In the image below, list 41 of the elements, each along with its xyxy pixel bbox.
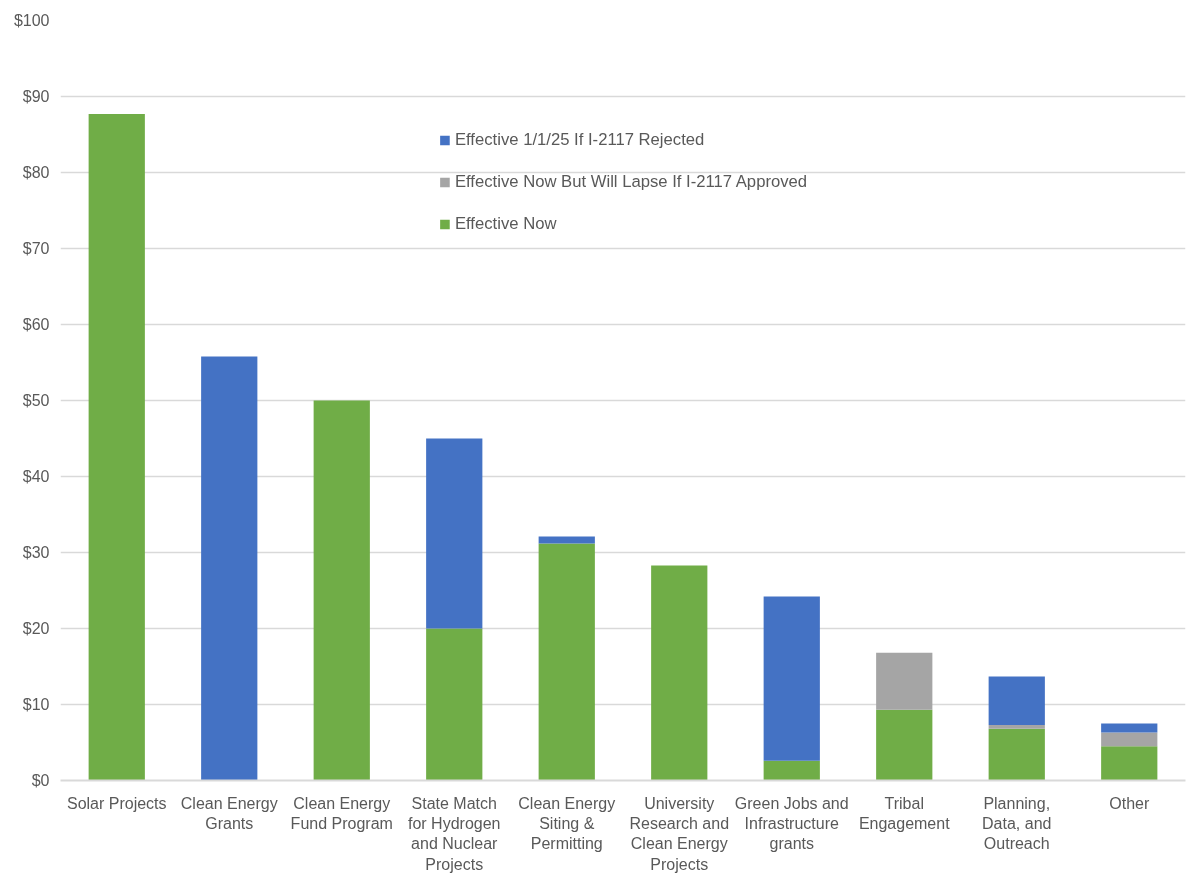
y-tick-label: $100 (13, 12, 50, 29)
x-tick-label: Other (1109, 794, 1150, 812)
bar (988, 676, 1045, 726)
x-tick-label: Clean Energy Grants (180, 794, 278, 832)
y-tick-label: $90 (22, 88, 50, 105)
legend-label: Effective 1/1/25 If I-2117 Rejected (454, 130, 705, 150)
y-tick-label: $50 (22, 392, 50, 409)
y-tick-label: $60 (22, 316, 50, 333)
x-tick-label: Tribal Engagement (858, 794, 951, 832)
y-tick-label: $80 (22, 164, 50, 181)
legend-label: Effective Now (454, 214, 557, 234)
bar (1101, 746, 1158, 781)
bar (313, 400, 370, 781)
bar (763, 760, 820, 781)
x-tick-label: Solar Projects (66, 794, 167, 812)
bar (1101, 723, 1158, 733)
y-tick-label: $70 (22, 240, 50, 257)
bar (1101, 732, 1158, 747)
y-tick-label: $40 (22, 468, 50, 485)
y-tick-label: $30 (22, 544, 50, 561)
legend-label: Effective Now But Will Lapse If I-2117 Approved (454, 172, 808, 192)
bar (763, 596, 820, 761)
x-tick-label: Green Jobs and Infrastructure grants (734, 794, 849, 853)
y-tick-label: $0 (31, 772, 50, 789)
x-tick-label: University Research and Clean Energy Projects (629, 794, 730, 873)
bar (876, 709, 933, 781)
bar (988, 728, 1045, 781)
bar (426, 438, 483, 629)
y-tick-label: $10 (22, 696, 50, 713)
bar (201, 356, 258, 781)
bar (651, 565, 708, 781)
bar (988, 725, 1045, 729)
bar (876, 652, 933, 710)
bar (426, 628, 483, 781)
x-tick-label: Clean Energy Fund Program (290, 794, 393, 832)
bar (88, 113, 145, 781)
y-tick-label: $20 (22, 620, 50, 637)
x-tick-label: State Match for Hydrogen and Nuclear Projects (408, 794, 501, 873)
x-tick-label: Clean Energy Siting & Permitting (518, 794, 616, 853)
x-tick-label: Planning, Data, and Outreach (982, 794, 1052, 853)
bar (538, 543, 595, 781)
